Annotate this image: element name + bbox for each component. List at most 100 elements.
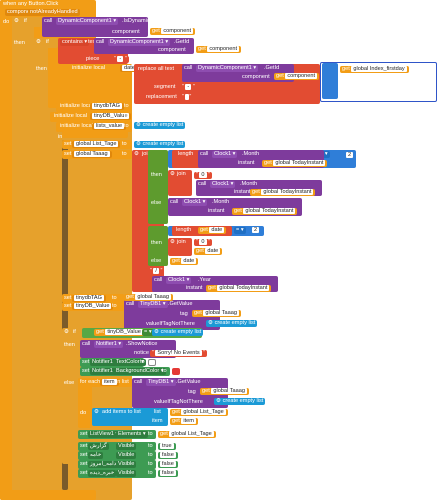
- notifier-bg-prop[interactable]: BackgroundColor ▾: [114, 368, 166, 375]
- get-taaag-1[interactable]: get global Taaag: [124, 294, 173, 301]
- init-lists-value-var[interactable]: lists_value: [92, 123, 127, 130]
- join3-gear-icon[interactable]: ⚙: [170, 239, 176, 245]
- get-date-3[interactable]: get date: [170, 258, 199, 265]
- clock-month3-dropdown[interactable]: Clock1 ▾: [182, 199, 208, 206]
- set-notifier-textcolor[interactable]: set Notifier1 ▾ TextColor ▾ to: [80, 358, 147, 367]
- replace-replacement-text[interactable]: “ ”: [180, 94, 194, 101]
- tinydb1-dropdown[interactable]: TinyDB1 ▾: [138, 301, 168, 308]
- get-today-instant-1[interactable]: get global TodayInstant: [262, 160, 328, 167]
- compare2-op[interactable]: = ▾: [234, 227, 246, 234]
- notice-text[interactable]: “ Sorry! No Events ”: [150, 350, 208, 357]
- set-list-tage[interactable]: set global List_Tage to: [62, 140, 132, 149]
- compare1-number[interactable]: 2: [344, 152, 356, 159]
- get-list-tage-1[interactable]: get global List_Tage: [170, 409, 228, 416]
- if1-gear-icon[interactable]: ⚙: [14, 18, 20, 24]
- visible-row-prop[interactable]: Visible: [116, 452, 137, 459]
- visible-row-prop[interactable]: Visible: [116, 461, 137, 468]
- compare2-number[interactable]: 2: [250, 227, 262, 234]
- set-taaag-var[interactable]: global Taaag: [72, 151, 112, 158]
- visible-row-component[interactable]: خبره_ديده: [88, 470, 117, 477]
- set-list-tage-var[interactable]: global List_Tage: [72, 141, 121, 148]
- get-date-2[interactable]: get date: [194, 248, 223, 255]
- slash-text[interactable]: “ / ”: [148, 268, 165, 275]
- init-date-block[interactable]: initialize local date to: [48, 64, 165, 108]
- foreach-block[interactable]: [78, 378, 92, 428]
- visible-row-value[interactable]: false: [158, 461, 178, 468]
- visible-row-value[interactable]: false: [158, 470, 178, 477]
- param-not-already-handled[interactable]: notAlreadyHandled: [28, 9, 80, 16]
- set-tinydbtag[interactable]: set tinydbTAG to: [62, 294, 124, 303]
- if1-head[interactable]: ⚙ if: [12, 17, 42, 27]
- color-swatch-red[interactable]: [172, 368, 180, 375]
- notifier-dropdown[interactable]: Notifier1 ▾: [94, 341, 124, 348]
- if1-get-component[interactable]: get component: [150, 28, 196, 35]
- gear-icon[interactable]: ⚙: [208, 320, 214, 326]
- visible-row-value[interactable]: false: [158, 452, 178, 459]
- foreach-head[interactable]: for each item in list: [78, 378, 132, 387]
- set-tinydbtag-var[interactable]: tinydbTAG: [72, 295, 107, 302]
- if2-call-getid[interactable]: call DynamicComponent1 ▾ .GetId componen…: [94, 38, 194, 54]
- listview-prop[interactable]: Elements ▾: [116, 431, 148, 438]
- if3-op[interactable]: = ▾: [142, 329, 154, 336]
- zero-text-2[interactable]: “ 0 ”: [194, 239, 212, 246]
- gear-icon[interactable]: ⚙: [136, 141, 142, 147]
- replace-component-dropdown[interactable]: DynamicComponent1 ▾: [196, 65, 259, 72]
- replace-get-component[interactable]: get component: [274, 73, 320, 80]
- init-tinydbtag[interactable]: initialize local tinydbTAG to: [56, 102, 132, 112]
- ifelse-block-1[interactable]: [148, 150, 168, 224]
- create-empty-list-4[interactable]: ⚙ create empty list: [152, 329, 204, 336]
- if2-component-dropdown[interactable]: DynamicComponent1 ▾: [108, 39, 171, 46]
- visible-row-component[interactable]: خامه: [88, 452, 104, 459]
- gear-icon[interactable]: ⚙: [216, 398, 222, 404]
- get-item[interactable]: get item: [170, 418, 198, 425]
- set-listview-elements[interactable]: set ListView1 ▾ Elements ▾ to: [78, 430, 156, 439]
- if3-gear-icon[interactable]: ⚙: [64, 329, 70, 335]
- if3-compare[interactable]: get tinyDB_Value = ▾: [82, 328, 202, 338]
- set-visible-row[interactable]: set گزارش Visible to: [78, 442, 156, 451]
- init-date-var[interactable]: date: [120, 65, 139, 72]
- get-list-tage-2[interactable]: get global List_Tage: [158, 431, 216, 438]
- gear-icon[interactable]: ⚙: [136, 122, 142, 128]
- get-taaag-3[interactable]: get global Taaag: [200, 388, 249, 395]
- foreach-item-var[interactable]: item: [100, 379, 119, 386]
- init-tinydbtag-var[interactable]: tinydbTAG: [90, 103, 125, 110]
- join-block-2[interactable]: ⚙ join: [168, 170, 192, 196]
- visible-row-component[interactable]: دامه_امروز: [88, 461, 119, 468]
- init-tinydb-value-var[interactable]: tinyDB_Value: [90, 113, 132, 120]
- visible-row-component[interactable]: گزارش: [88, 443, 109, 450]
- if2-get-component[interactable]: get component: [196, 46, 242, 53]
- add-items-block[interactable]: ⚙ add items to list list item: [92, 408, 168, 426]
- join2-gear-icon[interactable]: ⚙: [170, 171, 176, 177]
- init-lists-value[interactable]: initialize local lists_value to: [56, 122, 132, 132]
- get-today-instant-2[interactable]: get global TodayInstant: [250, 189, 316, 196]
- join1-gear-icon[interactable]: ⚙: [134, 151, 140, 157]
- visible-row-prop[interactable]: Visible: [116, 443, 137, 450]
- visible-row-prop[interactable]: Visible: [116, 470, 137, 477]
- set-tinydb-value[interactable]: set tinyDB_Value to: [62, 302, 124, 311]
- create-empty-list-2[interactable]: ⚙ create empty list: [134, 141, 186, 148]
- set-visible-row[interactable]: set خامه Visible to: [78, 451, 156, 460]
- clock-month2-dropdown[interactable]: Clock1 ▾: [210, 181, 236, 188]
- visible-row-value[interactable]: true: [158, 443, 176, 450]
- if1-component-dropdown[interactable]: DynamicComponent1 ▾: [56, 18, 119, 25]
- set-notifier-bgcolor[interactable]: set Notifier1 ▾ BackgroundColor ▾ to: [80, 367, 170, 376]
- replace-segment-text[interactable]: “ - ”: [180, 84, 197, 91]
- contains-dropdown[interactable]: contains ▾: [60, 39, 90, 46]
- param-component[interactable]: component: [5, 9, 37, 16]
- get-date-1[interactable]: get date: [198, 227, 227, 234]
- if2-piece-text[interactable]: “ - ”: [112, 56, 129, 63]
- add-items-gear-icon[interactable]: ⚙: [94, 409, 100, 415]
- notifier-textcolor-prop[interactable]: TextColor ▾: [114, 359, 147, 366]
- get-global-index-firstday[interactable]: get global Index_firstday: [340, 66, 409, 73]
- init-tinydb-value[interactable]: initialize local tinyDB_Value to: [50, 112, 132, 122]
- set-visible-row[interactable]: set دامه_امروز Visible to: [78, 460, 156, 469]
- set-visible-row[interactable]: set خبره_ديده Visible to: [78, 469, 156, 478]
- create-empty-list-3[interactable]: ⚙ create empty list: [206, 320, 258, 327]
- lists-value-chip[interactable]: [62, 130, 128, 138]
- tinydb-getvalue-2[interactable]: call TinyDB1 ▾ .GetValue tag valueIfTagN…: [132, 378, 228, 408]
- if2-gear-icon[interactable]: ⚙: [36, 39, 42, 45]
- index-select-block[interactable]: [322, 63, 338, 99]
- if1-call-isdynamic[interactable]: call DynamicComponent1 ▾ .IsDynamic comp…: [42, 17, 150, 37]
- set-tinydb-value-var[interactable]: tinyDB_Value: [72, 303, 114, 310]
- create-empty-list-5[interactable]: ⚙ create empty list: [214, 398, 266, 405]
